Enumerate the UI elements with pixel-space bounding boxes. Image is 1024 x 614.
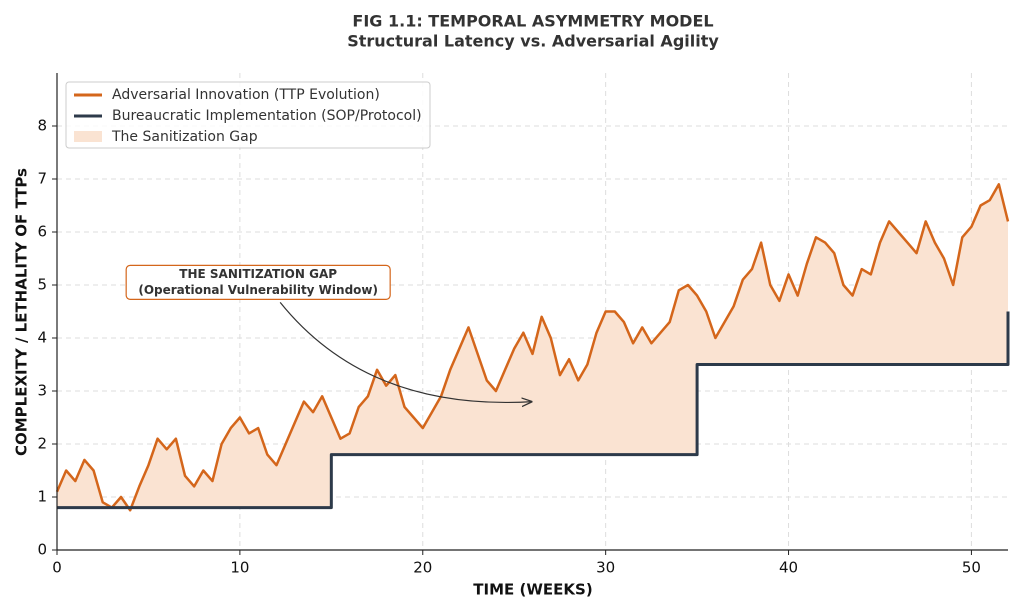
annotation-text: (Operational Vulnerability Window) <box>138 283 378 297</box>
chart-title: FIG 1.1: TEMPORAL ASYMMETRY MODEL <box>352 12 713 31</box>
y-tick-label: 4 <box>37 329 47 347</box>
y-tick-label: 5 <box>37 276 47 294</box>
legend-label: The Sanitization Gap <box>111 129 258 145</box>
chart-subtitle: Structural Latency vs. Adversarial Agili… <box>347 32 719 51</box>
y-axis-label: COMPLEXITY / LETHALITY OF TTPs <box>13 168 31 456</box>
x-tick-label: 50 <box>962 559 981 577</box>
annotation-text: THE SANITIZATION GAP <box>179 267 337 281</box>
legend-box <box>65 81 431 149</box>
annotation-box <box>125 264 391 300</box>
legend-swatch <box>74 131 102 142</box>
y-tick-label: 2 <box>37 435 47 453</box>
y-tick-label: 7 <box>37 170 47 188</box>
y-tick-label: 0 <box>37 541 47 559</box>
x-tick-label: 30 <box>596 559 615 577</box>
y-tick-label: 8 <box>37 117 47 135</box>
y-tick-label: 3 <box>37 382 47 400</box>
legend-label: Bureaucratic Implementation (SOP/Protoco… <box>112 108 422 124</box>
y-tick-label: 6 <box>37 223 47 241</box>
series-line <box>57 311 1010 510</box>
gap-fill <box>57 184 1008 511</box>
x-tick-label: 0 <box>52 559 62 577</box>
annotation-arrow <box>279 301 532 402</box>
x-tick-label: 40 <box>779 559 798 577</box>
x-tick-label: 20 <box>413 559 432 577</box>
x-axis-label: TIME (WEEKS) <box>473 581 592 599</box>
legend-label: Adversarial Innovation (TTP Evolution) <box>112 87 380 103</box>
y-tick-label: 1 <box>37 488 47 506</box>
x-tick-label: 10 <box>230 559 249 577</box>
series-line <box>55 183 1010 512</box>
